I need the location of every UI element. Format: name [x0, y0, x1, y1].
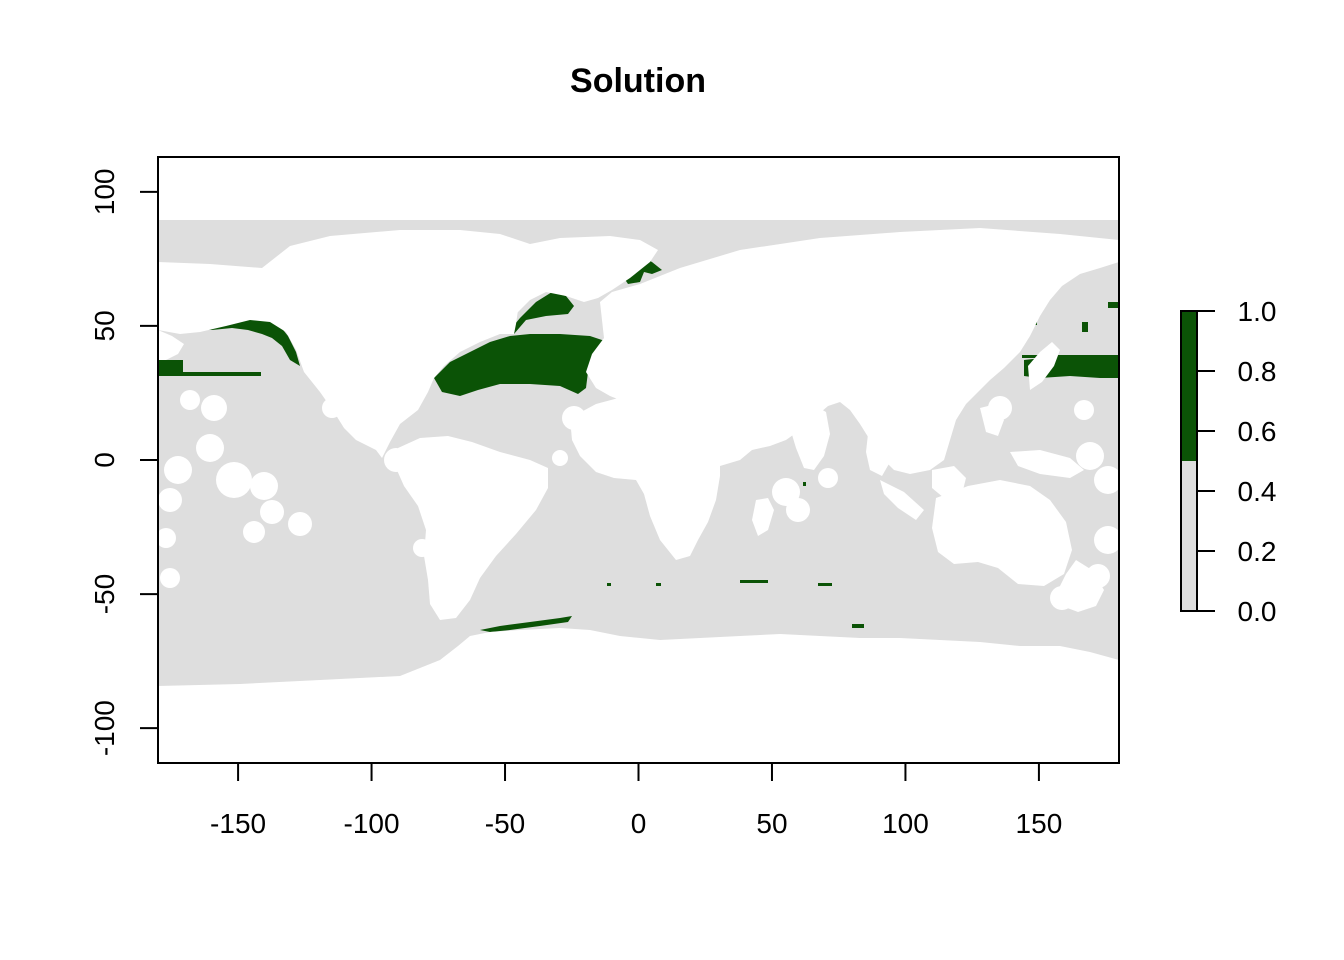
selected-southern-ocean-b	[740, 580, 768, 583]
land-hawaii-b	[180, 390, 200, 410]
land-pacific-w-c	[1076, 442, 1104, 470]
x-tick-label: -100	[344, 808, 400, 839]
selected-southern-ocean-e	[607, 583, 611, 586]
y-axis: 100 50 0 -50 -100	[89, 168, 159, 756]
land-australia	[932, 480, 1072, 586]
land-maldives	[818, 468, 838, 488]
land-pacific-w-g	[1050, 586, 1074, 610]
land-pacific-isl-i	[158, 528, 176, 548]
selected-southern-ocean-a	[480, 616, 572, 632]
legend-frame	[1180, 310, 1198, 612]
land-pacific-isl-c	[250, 472, 278, 500]
land-indian-subcontinent	[790, 404, 830, 470]
legend-lower-swatch	[1181, 461, 1197, 611]
legend-tick-label: 0.4	[1238, 476, 1277, 507]
land-pacific-w-a	[988, 396, 1012, 420]
land-cape-verde	[552, 450, 568, 466]
land-masses	[158, 157, 1119, 763]
land-southeast-asia	[866, 430, 892, 476]
x-tick-label: -150	[210, 808, 266, 839]
selected-southern-ocean-f	[656, 583, 661, 586]
x-tick-label: 150	[1016, 808, 1063, 839]
legend-tick-label: 0.8	[1238, 356, 1277, 387]
map-layer	[158, 157, 1119, 763]
selected-southern-ocean-c	[818, 583, 832, 586]
land-pacific-isl-b	[216, 462, 252, 498]
land-sumatra	[880, 480, 924, 520]
land-mauritius	[772, 478, 800, 506]
land-hawaii-a	[201, 395, 227, 421]
land-pacific-w-b	[1074, 400, 1094, 420]
land-st-helena	[413, 539, 431, 557]
legend-tick-label: 0.6	[1238, 416, 1277, 447]
land-pacific-isl-e	[288, 512, 312, 536]
land-pacific-w-f	[1086, 564, 1110, 588]
selected-north-atlantic	[434, 334, 608, 396]
x-tick-label: 100	[882, 808, 929, 839]
legend-tick-label: 0.0	[1238, 596, 1277, 627]
legend-tick-label: 0.2	[1238, 536, 1277, 567]
land-pacific-isl-a	[196, 434, 224, 462]
plot-title: Solution	[570, 62, 706, 100]
land-galapagos	[384, 448, 408, 472]
selected-north-pacific-strip	[183, 372, 261, 376]
legend-tick-label: 1.0	[1238, 296, 1277, 327]
y-tick-label: 50	[89, 310, 120, 341]
x-tick-label: -50	[485, 808, 525, 839]
land-kerguelen	[786, 498, 810, 522]
land-south-america	[396, 436, 548, 620]
land-japan	[1028, 342, 1060, 390]
y-tick-label: 100	[89, 168, 120, 215]
land-bermuda	[322, 398, 342, 418]
land-pacific-isl-f	[243, 521, 265, 543]
land-antarctica	[158, 628, 1119, 763]
legend: 1.0 0.8 0.6 0.4 0.2 0.0	[1180, 296, 1276, 627]
x-axis: -150 -100 -50 0 50 100 150	[210, 762, 1063, 839]
y-tick-label: 0	[89, 452, 120, 468]
x-tick-label: 50	[756, 808, 787, 839]
selected-arabian-sea	[803, 482, 806, 486]
land-pacific-w-e	[1094, 526, 1119, 554]
selected-aleutian-east	[1108, 302, 1119, 308]
land-pacific-isl-d	[260, 500, 284, 524]
y-tick-label: -100	[89, 700, 120, 756]
x-tick-label: 0	[631, 808, 647, 839]
selected-bering-strait	[1082, 322, 1088, 332]
land-greenland	[510, 236, 658, 316]
legend-ticks: 1.0 0.8 0.6 0.4 0.2 0.0	[1197, 296, 1276, 627]
land-madagascar	[752, 498, 774, 536]
selected-north-pacific-thin-band	[1022, 355, 1119, 358]
land-new-guinea	[1010, 450, 1084, 478]
land-arctic-band	[158, 157, 1119, 220]
legend-upper-swatch	[1181, 311, 1197, 461]
selected-southern-ocean-d	[852, 624, 864, 628]
land-north-america	[158, 230, 540, 458]
land-pacific-isl-h	[158, 488, 182, 512]
land-azores	[562, 406, 586, 430]
y-tick-label: -50	[89, 574, 120, 614]
land-eurasia	[586, 228, 1119, 474]
land-alaska-peninsula	[158, 330, 184, 360]
land-africa	[570, 396, 720, 560]
land-pacific-isl-j	[160, 568, 180, 588]
selected-north-pacific-band-east	[158, 360, 183, 376]
land-pacific-isl-g	[164, 456, 192, 484]
land-pacific-w-d	[1094, 466, 1119, 494]
